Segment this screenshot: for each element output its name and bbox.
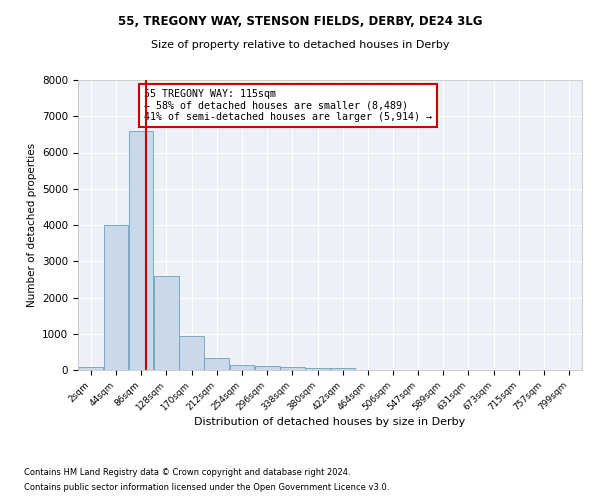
Text: 55, TREGONY WAY, STENSON FIELDS, DERBY, DE24 3LG: 55, TREGONY WAY, STENSON FIELDS, DERBY, … <box>118 15 482 28</box>
X-axis label: Distribution of detached houses by size in Derby: Distribution of detached houses by size … <box>194 418 466 428</box>
Text: Size of property relative to detached houses in Derby: Size of property relative to detached ho… <box>151 40 449 50</box>
Bar <box>230 366 254 370</box>
Y-axis label: Number of detached properties: Number of detached properties <box>26 143 37 307</box>
Bar <box>280 368 305 370</box>
Text: Contains HM Land Registry data © Crown copyright and database right 2024.: Contains HM Land Registry data © Crown c… <box>24 468 350 477</box>
Bar <box>205 358 229 370</box>
Bar <box>104 225 128 370</box>
Bar <box>154 276 179 370</box>
Bar <box>255 366 280 370</box>
Text: 55 TREGONY WAY: 115sqm
← 58% of detached houses are smaller (8,489)
41% of semi-: 55 TREGONY WAY: 115sqm ← 58% of detached… <box>143 88 431 122</box>
Bar <box>331 368 355 370</box>
Bar <box>79 367 103 370</box>
Bar <box>129 130 154 370</box>
Bar <box>305 368 330 370</box>
Text: Contains public sector information licensed under the Open Government Licence v3: Contains public sector information licen… <box>24 483 389 492</box>
Bar <box>179 336 204 370</box>
